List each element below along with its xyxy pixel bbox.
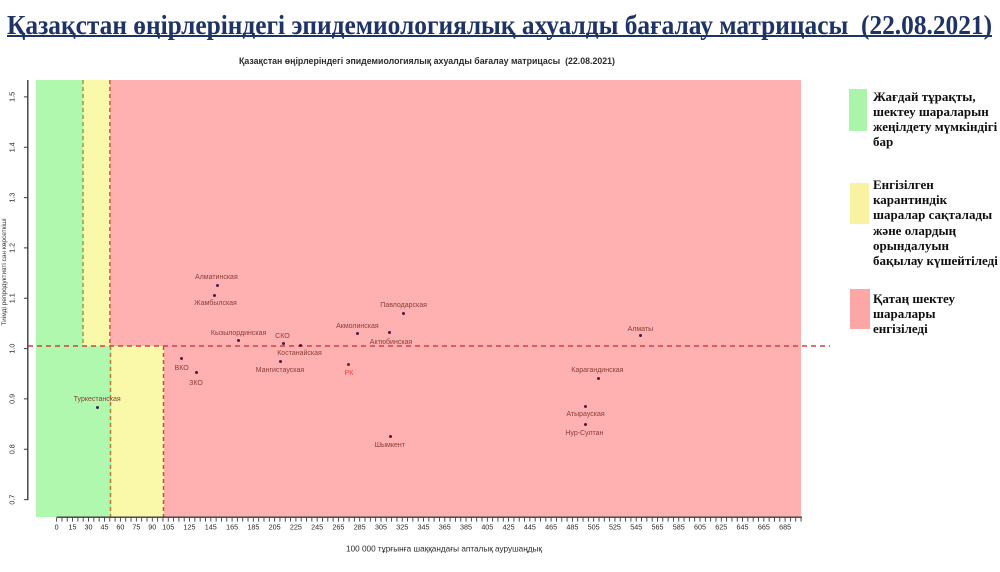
- svg-text:465: 465: [545, 523, 557, 532]
- svg-text:145: 145: [205, 523, 217, 532]
- svg-text:1.4: 1.4: [8, 142, 17, 152]
- svg-text:1.2: 1.2: [8, 243, 17, 253]
- svg-text:445: 445: [524, 523, 536, 532]
- svg-text:0.7: 0.7: [8, 495, 17, 505]
- svg-text:365: 365: [439, 523, 451, 532]
- svg-text:1.3: 1.3: [8, 193, 17, 203]
- svg-text:505: 505: [588, 523, 600, 532]
- svg-text:Тиімді репродуктивті сан көрсе: Тиімді репродуктивті сан көрсеткіші: [0, 218, 8, 325]
- svg-text:685: 685: [779, 523, 791, 532]
- svg-text:285: 285: [354, 523, 366, 532]
- svg-text:0: 0: [55, 523, 59, 532]
- svg-text:1.5: 1.5: [8, 92, 17, 102]
- svg-text:225: 225: [290, 523, 302, 532]
- svg-text:125: 125: [184, 523, 196, 532]
- svg-text:1.1: 1.1: [8, 293, 17, 303]
- svg-text:645: 645: [737, 523, 749, 532]
- svg-text:0.9: 0.9: [8, 394, 17, 404]
- svg-text:625: 625: [715, 523, 727, 532]
- svg-text:45: 45: [100, 523, 108, 532]
- svg-text:75: 75: [132, 523, 140, 532]
- svg-text:205: 205: [269, 523, 281, 532]
- svg-text:245: 245: [311, 523, 323, 532]
- svg-text:30: 30: [85, 523, 93, 532]
- svg-text:565: 565: [651, 523, 663, 532]
- svg-text:60: 60: [116, 523, 124, 532]
- svg-text:665: 665: [758, 523, 770, 532]
- svg-text:545: 545: [630, 523, 642, 532]
- svg-text:100 000 тұрғынға шаққандағы ап: 100 000 тұрғынға шаққандағы апталық ауру…: [346, 545, 542, 554]
- svg-text:305: 305: [375, 523, 387, 532]
- svg-text:585: 585: [673, 523, 685, 532]
- svg-text:1.0: 1.0: [8, 344, 17, 354]
- svg-text:185: 185: [247, 523, 259, 532]
- svg-text:425: 425: [503, 523, 515, 532]
- svg-text:0.8: 0.8: [8, 444, 17, 454]
- svg-text:265: 265: [332, 523, 344, 532]
- svg-text:90: 90: [148, 523, 156, 532]
- svg-text:405: 405: [481, 523, 493, 532]
- svg-text:605: 605: [694, 523, 706, 532]
- svg-text:525: 525: [609, 523, 621, 532]
- svg-text:165: 165: [226, 523, 238, 532]
- svg-text:105: 105: [162, 523, 174, 532]
- svg-text:325: 325: [396, 523, 408, 532]
- svg-text:485: 485: [566, 523, 578, 532]
- svg-text:15: 15: [69, 523, 77, 532]
- svg-text:345: 345: [418, 523, 430, 532]
- svg-text:385: 385: [460, 523, 472, 532]
